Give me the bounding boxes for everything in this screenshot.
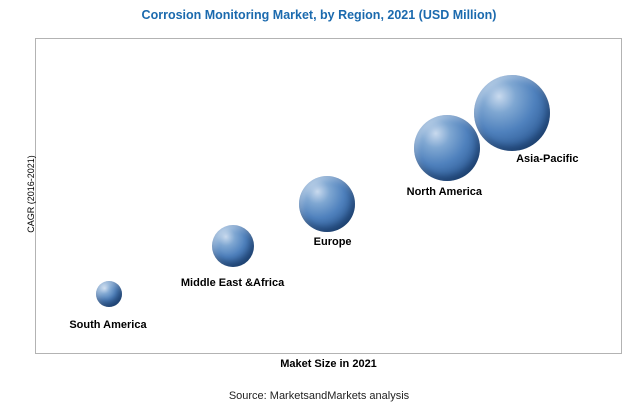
bubble-south-america xyxy=(96,280,123,307)
y-axis-label: CAGR (2016-2021) xyxy=(26,155,36,233)
bubble-label-asia-pacific: Asia-Pacific xyxy=(516,152,579,165)
x-axis-label: Maket Size in 2021 xyxy=(280,358,377,370)
bubble-label-south-america: South America xyxy=(69,319,147,332)
bubble-north-america xyxy=(414,114,481,181)
bubble-label-north-america: North America xyxy=(406,185,483,198)
bubble-label-europe: Europe xyxy=(313,235,352,248)
source-note: Source: MarketsandMarkets analysis xyxy=(228,390,410,402)
bubble-label-middle-east-africa: Middle East &Africa xyxy=(180,276,285,289)
plot-area: CAGR (2016-2021) Maket Size in 2021 Sout… xyxy=(26,38,622,370)
bubble-europe xyxy=(299,175,356,232)
bubble-middle-east-africa xyxy=(211,224,254,267)
bubble-asia-pacific xyxy=(473,75,550,152)
chart-title: Corrosion Monitoring Market, by Region, … xyxy=(141,8,497,22)
